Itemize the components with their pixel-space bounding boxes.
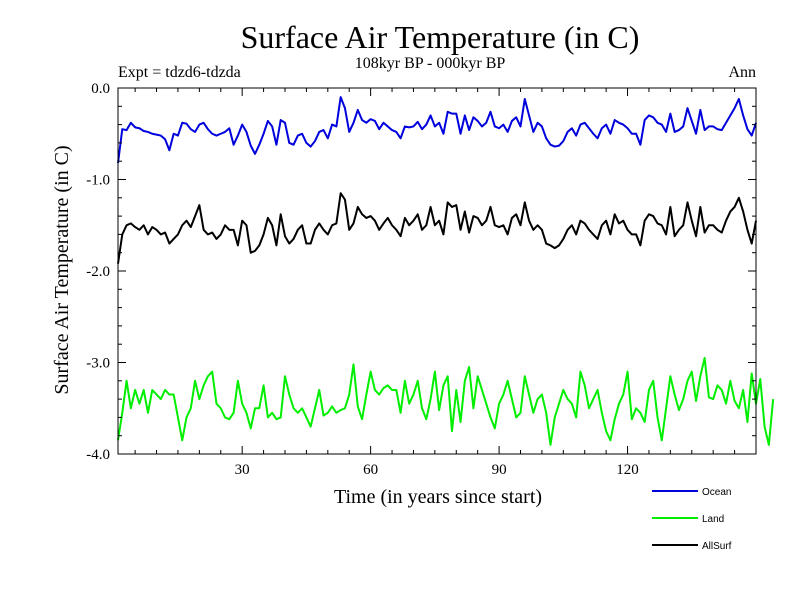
series-layer bbox=[117, 96, 775, 446]
legend-label-land: Land bbox=[702, 514, 724, 525]
x-axis-label: Time (in years since start) bbox=[334, 486, 542, 508]
y-axis-label: Surface Air Temperature (in C) bbox=[51, 145, 73, 394]
period-label: Ann bbox=[728, 64, 756, 81]
chart-subtitle: 108kyr BP - 000kyr BP bbox=[355, 55, 506, 72]
experiment-label: Expt = tdzd6-tdzda bbox=[118, 64, 241, 81]
x-tick-label: 90 bbox=[492, 462, 507, 478]
chart-title: Surface Air Temperature (in C) bbox=[241, 19, 640, 55]
x-tick-label: 30 bbox=[235, 462, 250, 478]
x-tick-label: 120 bbox=[616, 462, 639, 478]
legend: Ocean Land AllSurf bbox=[652, 487, 732, 552]
legend-label-allsurf: AllSurf bbox=[702, 541, 732, 552]
y-tick-label: 0.0 bbox=[91, 81, 110, 97]
series-line-ocean bbox=[117, 96, 757, 164]
legend-label-ocean: Ocean bbox=[702, 487, 731, 498]
y-tick-label: -2.0 bbox=[86, 264, 110, 280]
series-line-allsurf bbox=[117, 192, 757, 264]
y-tick-label: -4.0 bbox=[86, 447, 110, 463]
ticks-layer: 30 60 90 120 0.0 -1.0 -2.0 -3.0 -4.0 bbox=[86, 81, 756, 478]
y-tick-label: -1.0 bbox=[86, 173, 110, 189]
y-tick-label: -3.0 bbox=[86, 356, 110, 372]
series-line-land bbox=[117, 356, 775, 446]
plot-frame bbox=[117, 87, 757, 455]
x-tick-label: 60 bbox=[363, 462, 378, 478]
